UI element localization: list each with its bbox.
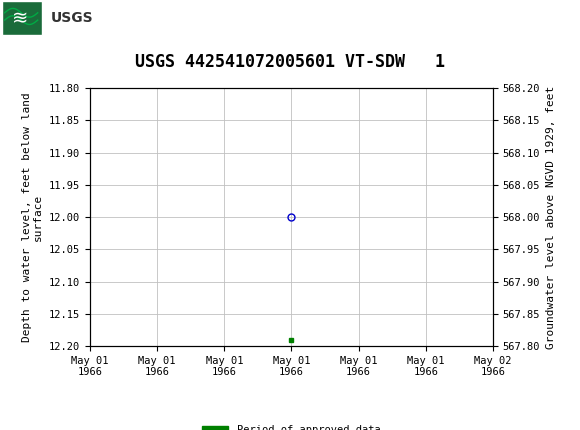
Y-axis label: Groundwater level above NGVD 1929, feet: Groundwater level above NGVD 1929, feet <box>546 86 556 349</box>
Text: USGS: USGS <box>44 11 90 26</box>
Y-axis label: Depth to water level, feet below land
surface: Depth to water level, feet below land su… <box>22 92 44 342</box>
Bar <box>2 1 112 35</box>
Bar <box>2 1 42 35</box>
Text: USGS: USGS <box>51 11 94 25</box>
Bar <box>3 2 107 35</box>
Text: ≋: ≋ <box>12 9 28 28</box>
Text: USGS 442541072005601 VT-SDW   1: USGS 442541072005601 VT-SDW 1 <box>135 53 445 71</box>
Legend: Period of approved data: Period of approved data <box>198 421 385 430</box>
